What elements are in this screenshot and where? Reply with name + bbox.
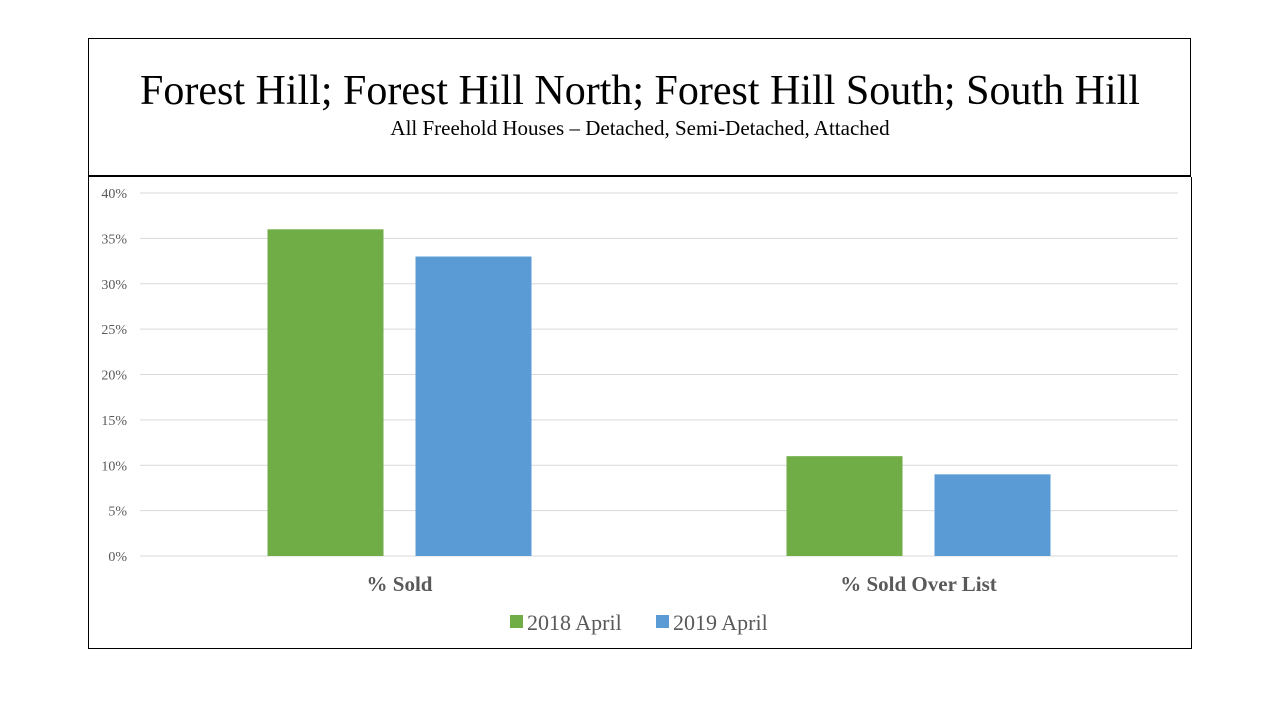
legend-swatch — [510, 615, 523, 628]
legend-label: 2019 April — [673, 610, 768, 635]
x-category-label: % Sold Over List — [840, 572, 997, 596]
chart-title: Forest Hill; Forest Hill North; Forest H… — [140, 68, 1140, 114]
y-tick-label: 30% — [101, 278, 127, 293]
bar-sold-over-list-2018-april — [786, 456, 903, 556]
title-box — [88, 38, 1191, 177]
y-tick-label: 5% — [108, 505, 127, 520]
y-tick-label: 15% — [101, 414, 127, 429]
bar-sold-over-list-2019-april — [934, 474, 1051, 556]
y-tick-label: 0% — [108, 550, 127, 565]
y-tick-label: 25% — [101, 323, 127, 338]
y-tick-label: 35% — [101, 232, 127, 247]
bar-sold-2018-april — [267, 229, 384, 557]
chart-subtitle: All Freehold Houses – Detached, Semi-Det… — [390, 116, 890, 140]
bar-sold-2019-april — [415, 256, 532, 556]
legend-swatch — [656, 615, 669, 628]
y-tick-label: 20% — [101, 369, 127, 384]
legend-label: 2018 April — [527, 610, 622, 635]
y-tick-label: 40% — [101, 187, 127, 202]
x-category-label: % Sold — [367, 572, 433, 596]
y-tick-label: 10% — [101, 459, 127, 474]
